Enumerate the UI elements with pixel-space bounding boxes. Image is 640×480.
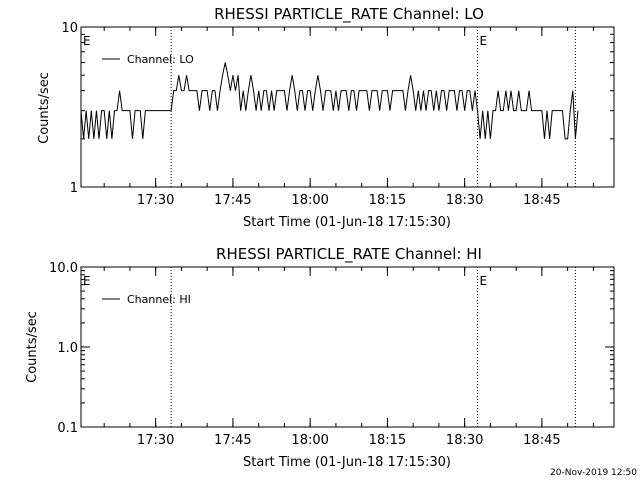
x-tick-label: 18:00	[291, 193, 328, 208]
legend-entry: Channel: HI	[127, 293, 191, 306]
x-axis-label: Start Time (01-Jun-18 17:15:30)	[243, 215, 451, 230]
plot-frame	[80, 266, 615, 428]
x-tick-label: 17:30	[137, 193, 174, 208]
y-tick-label: 10.0	[49, 261, 78, 276]
chart-title: RHESSI PARTICLE_RATE Channel: HI	[216, 245, 482, 264]
y-tick-label: 1.0	[57, 341, 78, 356]
y-axis: 1 10	[61, 21, 614, 196]
x-tick-label: 18:15	[369, 433, 406, 448]
y-axis-label: Counts/sec	[37, 72, 52, 144]
event-marker-label: E	[83, 34, 91, 48]
x-tick-label: 18:00	[291, 433, 328, 448]
series-line	[80, 62, 579, 140]
event-marker-label: E	[83, 274, 91, 288]
x-axis: 17:30 17:45 18:00 18:15 18:30 18:45	[103, 267, 594, 448]
x-tick-label: 18:45	[523, 193, 560, 208]
x-tick-label: 17:45	[214, 433, 251, 448]
y-axis-label: Counts/sec	[25, 311, 40, 383]
x-tick-label: 18:15	[369, 193, 406, 208]
panel-hi: RHESSI PARTICLE_RATE Channel: HI 0.1 1.0 1…	[25, 245, 615, 470]
panel-lo: RHESSI PARTICLE_RATE Channel: LO 1 10 17:…	[37, 5, 615, 230]
plot-frame	[80, 26, 615, 188]
y-tick-label: 10	[61, 21, 78, 36]
x-tick-label: 17:45	[214, 193, 251, 208]
y-axis: 0.1 1.0 10.0	[49, 261, 614, 436]
legend: Channel: HI	[102, 293, 191, 306]
y-tick-label: 0.1	[57, 421, 78, 436]
event-marker-label: E	[480, 34, 488, 48]
x-axis: 17:30 17:45 18:00 18:15 18:30 18:45	[103, 27, 594, 208]
event-marker-label: E	[480, 274, 488, 288]
x-tick-label: 18:30	[446, 433, 483, 448]
footer-timestamp: 20-Nov-2019 12:50	[550, 468, 637, 478]
legend-entry: Channel: LO	[127, 53, 194, 66]
x-tick-label: 18:45	[523, 433, 560, 448]
chart-title: RHESSI PARTICLE_RATE Channel: LO	[214, 5, 484, 24]
x-tick-label: 18:30	[446, 193, 483, 208]
series-layer	[80, 62, 579, 140]
legend: Channel: LO	[102, 53, 194, 66]
x-tick-label: 17:30	[137, 433, 174, 448]
y-tick-label: 1	[70, 181, 78, 196]
x-axis-label: Start Time (01-Jun-18 17:15:30)	[243, 455, 451, 470]
